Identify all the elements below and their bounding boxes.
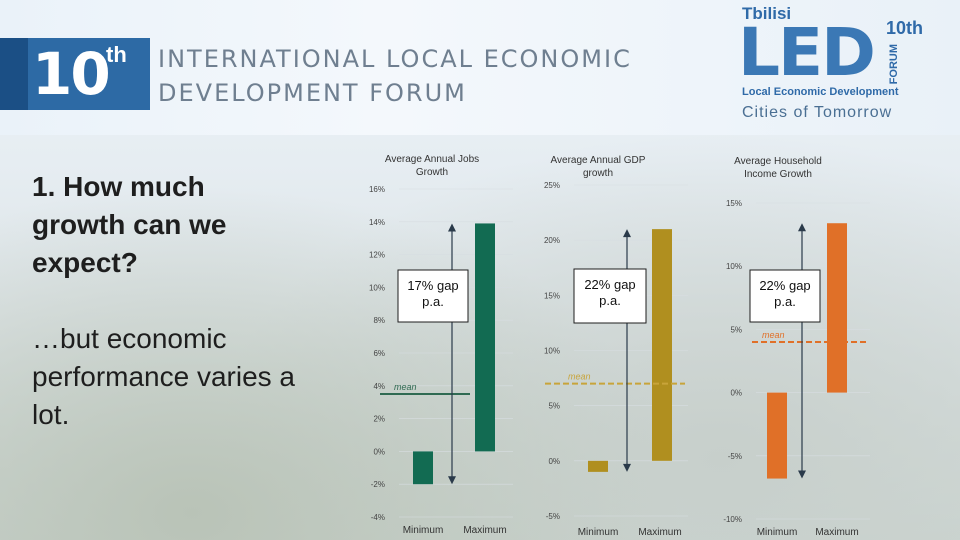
- forum-title-line2: DEVELOPMENT FORUM: [158, 79, 467, 107]
- chart-title: Average Household: [734, 156, 822, 167]
- y-tick-label: 20%: [544, 236, 560, 245]
- bar-minimum: [588, 460, 608, 472]
- logo-subtitle: Local Economic Development: [742, 86, 899, 98]
- chart-title: Growth: [416, 167, 448, 178]
- y-tick-label: -2%: [371, 480, 385, 489]
- bar-maximum: [827, 223, 847, 393]
- y-tick-label: -4%: [371, 513, 385, 522]
- gap-annotation-box: [573, 268, 647, 324]
- gap-arrow-head-up: [798, 223, 806, 232]
- bar-minimum: [413, 451, 433, 485]
- y-tick-label: 16%: [369, 185, 385, 194]
- y-tick-label: 10%: [369, 283, 385, 292]
- y-tick-label: 6%: [373, 349, 385, 358]
- y-tick-label: -5%: [728, 452, 742, 461]
- question-heading: 1. How much growth can we expect?: [32, 171, 227, 278]
- gap-arrow-head-up: [448, 223, 456, 232]
- forum-title-line1: INTERNATIONAL LOCAL ECONOMIC: [158, 45, 632, 73]
- bar-maximum: [475, 223, 495, 452]
- y-tick-label: -5%: [546, 512, 560, 521]
- y-tick-label: 2%: [373, 415, 385, 424]
- gap-annotation-text: p.a.: [422, 294, 444, 309]
- chart-title: growth: [583, 168, 613, 179]
- logo-tagline: Cities of Tomorrow: [742, 104, 893, 121]
- y-tick-label: 14%: [369, 218, 385, 227]
- gap-arrow-head-up: [623, 229, 631, 238]
- variation-note: …but economic performance varies a lot.: [32, 323, 296, 430]
- y-tick-label: 8%: [373, 316, 385, 325]
- y-tick-label: -10%: [723, 515, 742, 524]
- y-tick-label: 4%: [373, 382, 385, 391]
- chart-title: Average Annual Jobs: [385, 154, 479, 165]
- x-category-label: Maximum: [463, 525, 506, 536]
- y-tick-label: 0%: [548, 457, 560, 466]
- forum-number-suffix: th: [106, 42, 127, 67]
- y-tick-label: 10%: [544, 347, 560, 356]
- x-category-label: Maximum: [815, 527, 858, 538]
- chart-title: Income Growth: [744, 169, 812, 180]
- x-category-label: Maximum: [638, 527, 681, 538]
- y-tick-label: 15%: [726, 199, 742, 208]
- y-tick-label: 10%: [726, 262, 742, 271]
- gap-arrow-head-down: [798, 470, 806, 479]
- y-tick-label: 12%: [369, 251, 385, 260]
- led-logo: Tbilisi LED 10th FORUM Local Economic De…: [738, 4, 938, 130]
- gap-annotation-text: p.a.: [599, 293, 621, 308]
- y-tick-label: 0%: [373, 447, 385, 456]
- bar-maximum: [652, 229, 672, 461]
- x-category-label: Minimum: [757, 527, 798, 538]
- forum-number: 10: [32, 40, 111, 108]
- y-tick-label: 5%: [730, 325, 742, 334]
- y-tick-label: 25%: [544, 181, 560, 190]
- y-tick-label: 15%: [544, 291, 560, 300]
- gap-annotation-text: p.a.: [774, 294, 796, 309]
- x-category-label: Minimum: [578, 527, 619, 538]
- mean-label: mean: [568, 372, 591, 382]
- gap-annotation-text: 22% gap: [584, 277, 635, 292]
- gap-annotation-text: 17% gap: [407, 278, 458, 293]
- gap-annotation-box: [397, 269, 469, 323]
- y-tick-label: 0%: [730, 389, 742, 398]
- header-dark-band: [0, 38, 28, 110]
- gap-arrow-head-down: [623, 463, 631, 472]
- logo-sup: 10th: [886, 18, 924, 38]
- y-tick-label: 5%: [548, 402, 560, 411]
- header-banner: 10 th INTERNATIONAL LOCAL ECONOMIC DEVEL…: [0, 0, 960, 135]
- gap-arrow-head-down: [448, 476, 456, 485]
- chart-title: Average Annual GDP: [551, 155, 646, 166]
- gap-annotation-box: [749, 269, 821, 323]
- mean-label: mean: [394, 382, 417, 392]
- forum-title: INTERNATIONAL LOCAL ECONOMIC DEVELOPMENT…: [158, 42, 632, 110]
- bar-minimum: [767, 392, 787, 479]
- x-category-label: Minimum: [403, 525, 444, 536]
- logo-city: Tbilisi: [742, 4, 792, 23]
- mean-label: mean: [762, 330, 785, 340]
- gap-annotation-text: 22% gap: [759, 278, 810, 293]
- logo-mark: LED: [738, 14, 876, 91]
